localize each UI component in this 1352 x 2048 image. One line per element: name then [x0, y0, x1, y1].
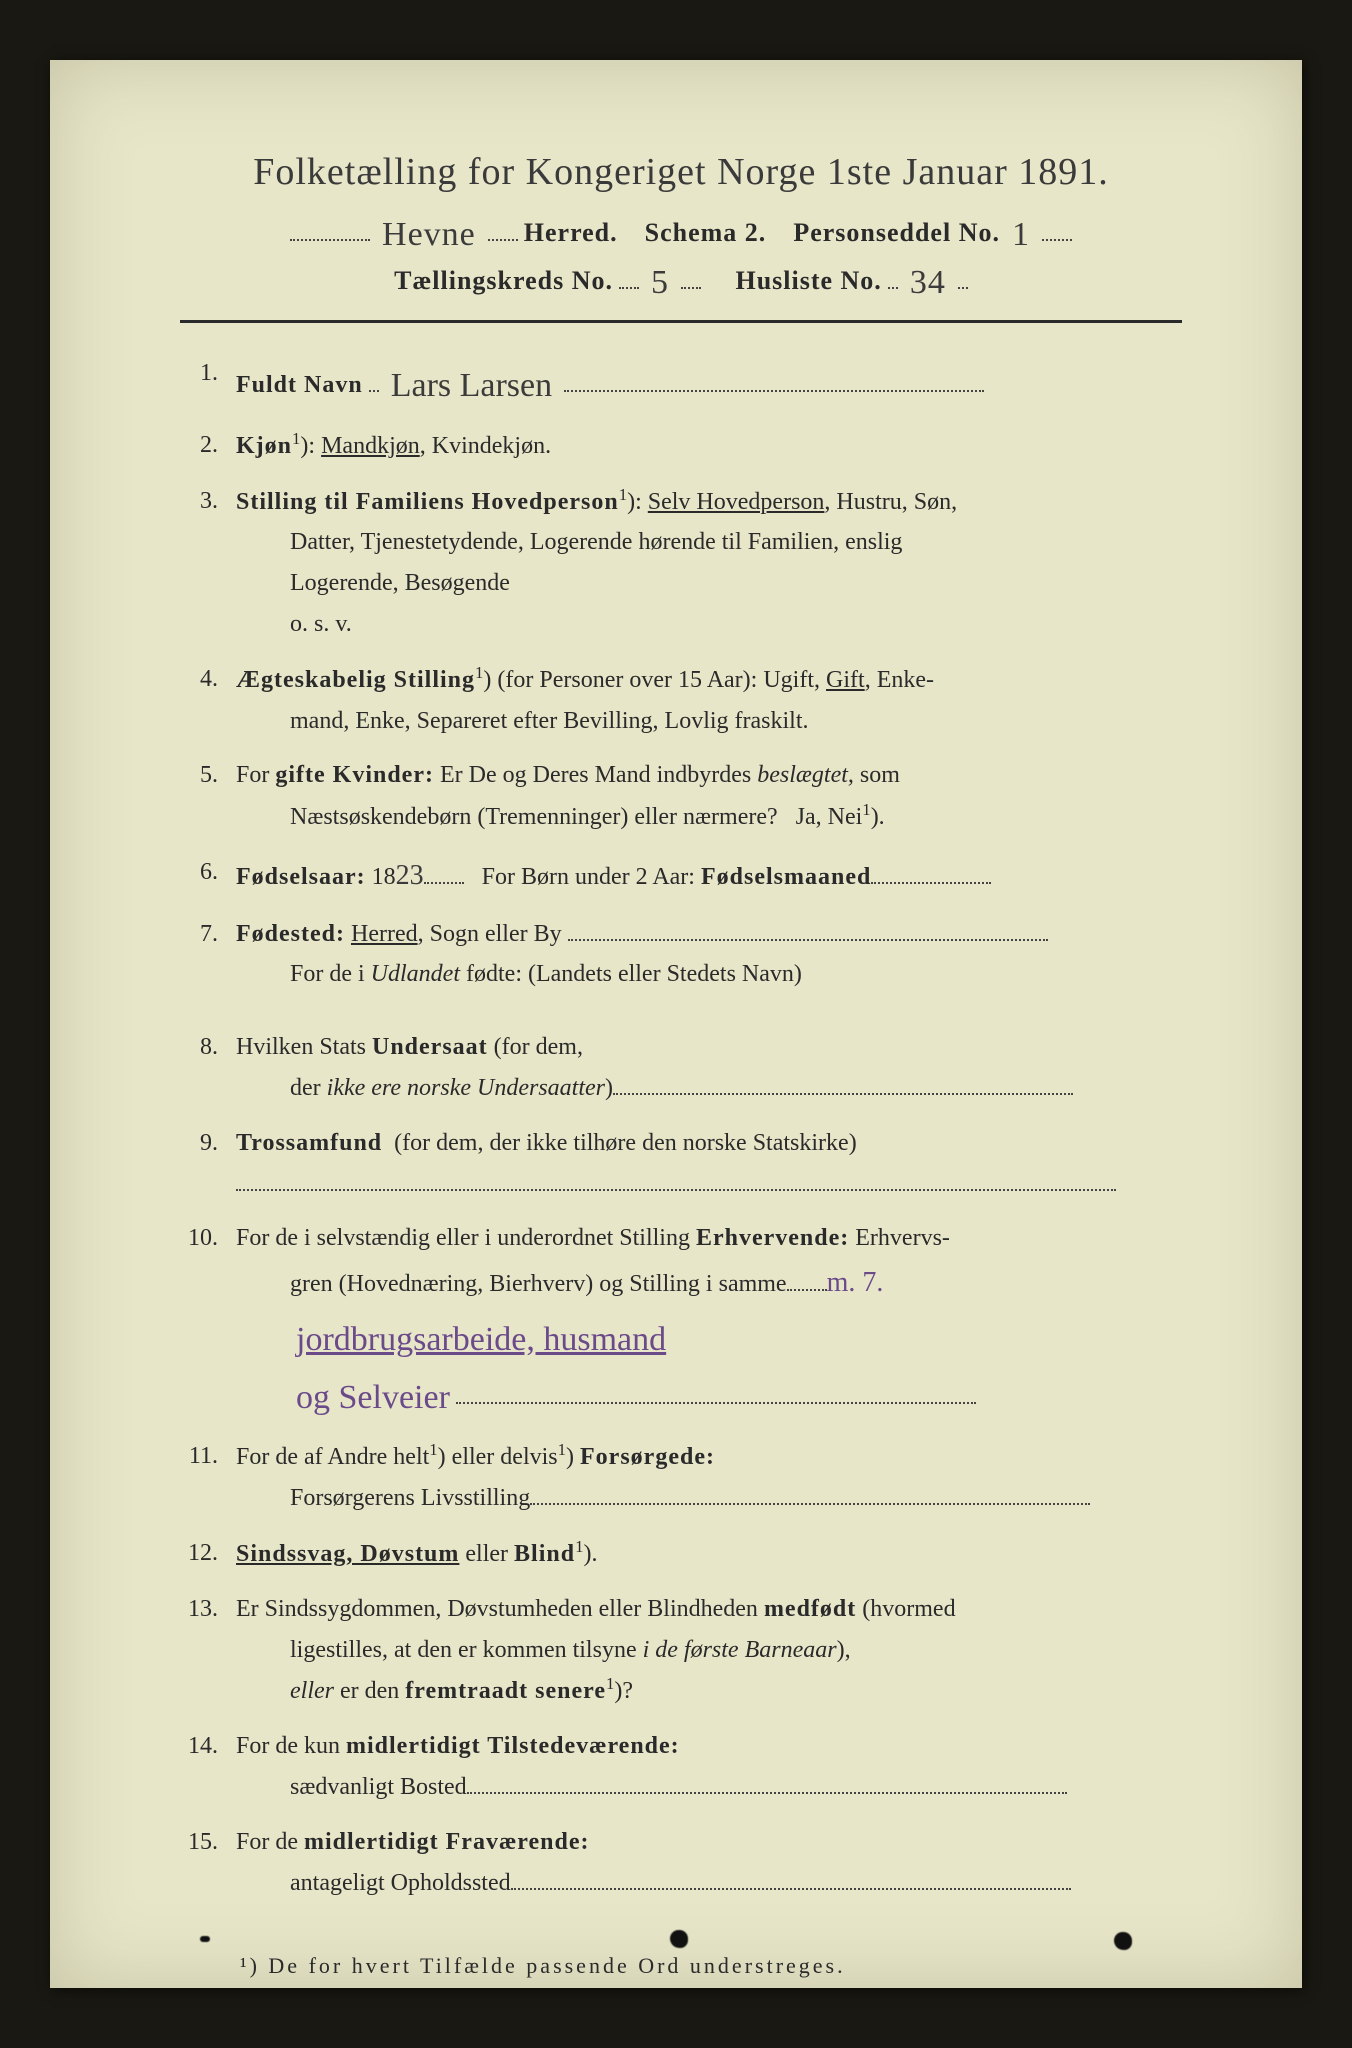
item-4-label: Ægteskabelig Stilling — [236, 667, 475, 693]
husliste-label: Husliste No. — [735, 266, 881, 296]
item-13-text: Er Sindssygdommen, Døvstumheden eller Bl… — [236, 1596, 956, 1622]
item-5-line2: Næstsøskendebørn (Tremenninger) eller næ… — [236, 796, 1182, 838]
item-1-value: Lars Larsen — [385, 367, 558, 404]
item-3-label: Stilling til Familiens Hovedperson — [236, 489, 619, 515]
item-7-line2: For de i Udlandet fødte: (Landets eller … — [236, 954, 1182, 995]
kreds-no: 5 — [645, 264, 675, 302]
item-1-label: Fuldt Navn — [236, 372, 363, 398]
item-6-year: 23 — [396, 860, 424, 891]
item-10-hand2: jordbrugsarbeide, husmand — [290, 1321, 672, 1358]
item-3-underlined: Selv Hovedperson — [648, 489, 825, 515]
item-11-text: For de af Andre helt1) eller delvis1) Fo… — [236, 1444, 715, 1470]
husliste-no: 34 — [904, 264, 952, 302]
item-11: 11. For de af Andre helt1) eller delvis1… — [180, 1436, 1182, 1519]
item-4-line2: mand, Enke, Separeret efter Bevilling, L… — [236, 701, 1182, 742]
item-1: 1. Fuldt Navn Lars Larsen — [180, 353, 1182, 411]
item-5-label: For gifte Kvinder: — [236, 762, 434, 788]
personseddel-label: Personseddel No. — [793, 218, 1000, 248]
header-line-1: Hevne Herred. Schema 2. Personseddel No.… — [180, 212, 1182, 250]
item-3-line3: Logerende, Besøgende — [236, 563, 1182, 604]
item-7-label: Fødested: — [236, 921, 345, 947]
item-14-text: For de kun midlertidigt Tilstedeværende: — [236, 1733, 680, 1759]
item-13-line2: ligestilles, at den er kommen tilsyne i … — [236, 1630, 1182, 1671]
item-10: 10. For de i selvstændig eller i underor… — [180, 1218, 1182, 1422]
item-3: 3. Stilling til Familiens Hovedperson1):… — [180, 481, 1182, 645]
item-6-suffix: For Børn under 2 Aar: Fødselsmaaned — [482, 864, 872, 890]
divider — [180, 320, 1182, 323]
item-13: 13. Er Sindssygdommen, Døvstumheden elle… — [180, 1589, 1182, 1712]
census-form-page: Folketælling for Kongeriget Norge 1ste J… — [50, 60, 1302, 1988]
item-10-hand3: og Selveier — [290, 1379, 456, 1416]
item-5: 5. For gifte Kvinder: Er De og Deres Man… — [180, 755, 1182, 838]
item-4-underlined: Gift — [826, 667, 865, 693]
schema-label: Schema 2. — [645, 218, 767, 248]
footnote: ¹) De for hvert Tilfælde passende Ord un… — [180, 1953, 1182, 1979]
item-12-text: Sindssvag, Døvstum — [236, 1541, 459, 1567]
item-13-line3: eller er den fremtraadt senere1)? — [236, 1670, 1182, 1712]
page-title: Folketælling for Kongeriget Norge 1ste J… — [180, 150, 1182, 194]
ink-spot — [200, 1936, 210, 1942]
item-15-line2: antageligt Opholdssted — [236, 1863, 1182, 1904]
item-4-note: (for Personer over 15 Aar): — [497, 667, 757, 693]
ink-spot — [1114, 1932, 1132, 1950]
item-11-line2: Forsørgerens Livsstilling — [236, 1478, 1182, 1519]
item-9-label: Trossamfund — [236, 1130, 382, 1156]
item-5-text: Er De og Deres Mand indbyrdes beslægtet,… — [440, 762, 900, 788]
item-3-line4: o. s. v. — [236, 604, 1182, 645]
header-line-2: Tællingskreds No. 5 Husliste No. 34 — [180, 260, 1182, 298]
item-12: 12. Sindssvag, Døvstum eller Blind1). — [180, 1533, 1182, 1575]
item-6-label: Fødselsaar: — [236, 864, 366, 890]
item-8-line2: der ikke ere norske Undersaatter) — [236, 1068, 1182, 1109]
item-9: 9. Trossamfund (for dem, der ikke tilhør… — [180, 1123, 1182, 1205]
kreds-label: Tællingskreds No. — [394, 266, 613, 296]
item-2-underlined: Mandkjøn — [321, 433, 420, 459]
item-14-line2: sædvanligt Bosted — [236, 1767, 1182, 1808]
item-6: 6. Fødselsaar: 1823 For Børn under 2 Aar… — [180, 852, 1182, 900]
item-10-line2: gren (Hovednæring, Bierhverv) og Stillin… — [236, 1259, 1182, 1307]
personseddel-no: 1 — [1006, 216, 1036, 254]
item-8-text: Hvilken Stats Undersaat (for dem, — [236, 1034, 583, 1060]
item-15: 15. For de midlertidigt Fraværende: anta… — [180, 1822, 1182, 1904]
item-6-prefix: 18 — [372, 864, 396, 890]
item-4: 4. Ægteskabelig Stilling1) (for Personer… — [180, 659, 1182, 742]
item-2-label: Kjøn — [236, 433, 292, 459]
item-8: 8. Hvilken Stats Undersaat (for dem, der… — [180, 1027, 1182, 1109]
ink-spot — [670, 1930, 688, 1948]
herred-handwritten: Hevne — [376, 216, 482, 254]
item-7: 7. Fødested: Herred, Sogn eller By For d… — [180, 914, 1182, 996]
herred-label: Herred. — [524, 218, 618, 248]
item-2: 2. Kjøn1): Mandkjøn, Kvindekjøn. — [180, 425, 1182, 467]
item-7-underlined: Herred — [351, 921, 418, 947]
item-14: 14. For de kun midlertidigt Tilstedevære… — [180, 1726, 1182, 1808]
item-3-line2: Datter, Tjenestetydende, Logerende høren… — [236, 522, 1182, 563]
item-9-text: (for dem, der ikke tilhøre den norske St… — [394, 1130, 857, 1156]
form-items: 1. Fuldt Navn Lars Larsen 2. Kjøn1): Man… — [180, 353, 1182, 1903]
item-10-text: For de i selvstændig eller i underordnet… — [236, 1225, 950, 1251]
item-15-text: For de midlertidigt Fraværende: — [236, 1829, 590, 1855]
